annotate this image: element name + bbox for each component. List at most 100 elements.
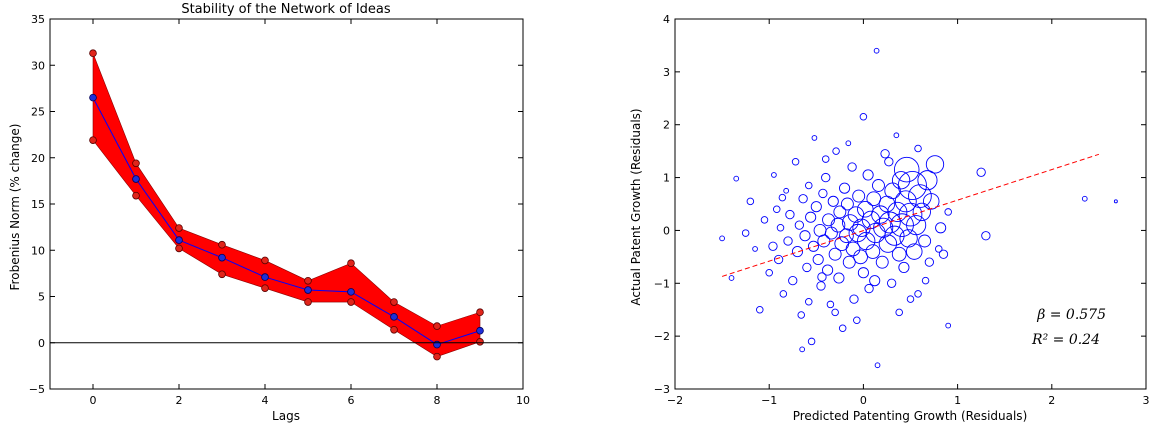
- scatter-point: [807, 337, 816, 346]
- x-tick-label: 0: [860, 394, 867, 407]
- scatter-point: [832, 147, 840, 155]
- mean-point: [261, 273, 269, 281]
- confidence-band: [92, 53, 481, 357]
- scatter-point: [898, 202, 923, 227]
- y-tick-label: 15: [31, 198, 45, 211]
- scatter-point: [873, 217, 894, 238]
- scatter-point: [906, 215, 927, 236]
- scatter-point: [799, 230, 811, 242]
- scatter-point: [741, 229, 750, 237]
- scatter-point: [788, 275, 798, 286]
- scatter-point: [756, 305, 764, 314]
- scatter-point: [828, 247, 842, 261]
- y-tick-label: 5: [38, 291, 45, 304]
- scatter-point: [921, 276, 930, 285]
- scatter-point: [894, 190, 917, 213]
- scatter-point: [776, 224, 785, 232]
- scatter-point: [944, 208, 952, 216]
- scatter-point: [798, 194, 808, 204]
- lower-bound-point: [132, 191, 140, 200]
- scatter-point: [772, 205, 781, 214]
- scatter-point: [824, 226, 838, 240]
- scatter-point: [779, 290, 788, 298]
- y-tick-label: 30: [31, 59, 45, 72]
- y-tick-label: −5: [29, 383, 45, 396]
- scatter-point: [839, 182, 851, 194]
- upper-bound-point: [304, 276, 312, 285]
- scatter-point: [833, 272, 845, 284]
- right-plot-frame: [674, 18, 1147, 390]
- scatter-point: [773, 254, 784, 265]
- scatter-point: [918, 234, 932, 248]
- y-tick-label: 20: [31, 152, 45, 165]
- scatter-point: [833, 205, 847, 219]
- scatter-point: [871, 205, 890, 224]
- x-tick-label: −1: [761, 394, 777, 407]
- mean-point: [347, 288, 355, 296]
- scatter-point: [827, 195, 839, 207]
- scatter-point: [862, 169, 874, 181]
- scatter-point: [899, 229, 918, 248]
- scatter-point: [853, 249, 868, 265]
- scatter-point: [785, 209, 795, 220]
- scatter-point: [831, 308, 839, 317]
- scatter-point: [878, 234, 898, 253]
- scatter-point: [845, 241, 861, 257]
- scatter-point: [875, 255, 889, 269]
- mean-point: [89, 93, 97, 102]
- scatter-point: [865, 244, 881, 259]
- mean-point: [390, 313, 398, 321]
- lower-bound-point: [433, 352, 441, 361]
- lower-bound-point: [390, 325, 398, 334]
- scatter-point: [765, 268, 773, 277]
- scatter-point: [878, 211, 901, 234]
- scatter-point: [826, 300, 835, 309]
- stability-plot: Stability of the Network of Ideas 0 2 4 6 8 1…: [8, 2, 530, 423]
- scatter-point: [805, 211, 817, 223]
- scatter-point: [893, 132, 900, 139]
- scatter-point: [821, 155, 830, 163]
- y-tick-label: 35: [31, 13, 45, 26]
- right-x-axis-label: Predicted Patenting Growth (Residuals): [793, 409, 1028, 423]
- scatter-point: [914, 144, 922, 153]
- upper-bound-point: [89, 49, 97, 58]
- y-tick-label: 0: [38, 337, 45, 350]
- x-tick-label: 6: [348, 394, 355, 407]
- scatter-points: [719, 47, 1118, 369]
- x-tick-label: 2: [1048, 394, 1055, 407]
- scatter-point: [976, 167, 986, 177]
- scatter-point: [791, 157, 800, 166]
- x-tick-label: 3: [1143, 394, 1149, 407]
- scatter-point: [842, 255, 856, 269]
- upper-bound-point: [261, 256, 269, 265]
- scatter-point: [783, 187, 790, 194]
- mean-point: [175, 236, 183, 244]
- upper-bound-point: [132, 159, 140, 168]
- lower-bound-point: [261, 284, 269, 292]
- scatter-point: [817, 234, 831, 248]
- scatter-point: [783, 236, 793, 246]
- scatter-point: [840, 197, 854, 211]
- scatter-point: [797, 311, 805, 319]
- scatter-point: [924, 257, 934, 267]
- left-x-axis-label: Lags: [272, 409, 300, 423]
- scatter-point: [778, 193, 787, 202]
- upper-bound-point: [218, 240, 226, 249]
- scatter-point: [746, 197, 755, 206]
- r-squared-annotation: R² = 0.24: [1031, 332, 1100, 348]
- scatter-point: [852, 189, 866, 203]
- scatter-point: [805, 298, 813, 306]
- scatter-point: [935, 222, 947, 234]
- scatter-point: [872, 179, 885, 192]
- x-tick-label: 2: [176, 394, 183, 407]
- scatter-point: [890, 213, 914, 237]
- scatter-point: [912, 202, 931, 222]
- lower-bound-point: [304, 298, 312, 306]
- lower-bound-point: [218, 270, 226, 279]
- x-tick-label: 4: [262, 394, 269, 407]
- scatter-point: [906, 295, 915, 303]
- scatter-point: [728, 275, 735, 281]
- upper-bound-point: [433, 322, 441, 330]
- scatter-point: [847, 162, 857, 172]
